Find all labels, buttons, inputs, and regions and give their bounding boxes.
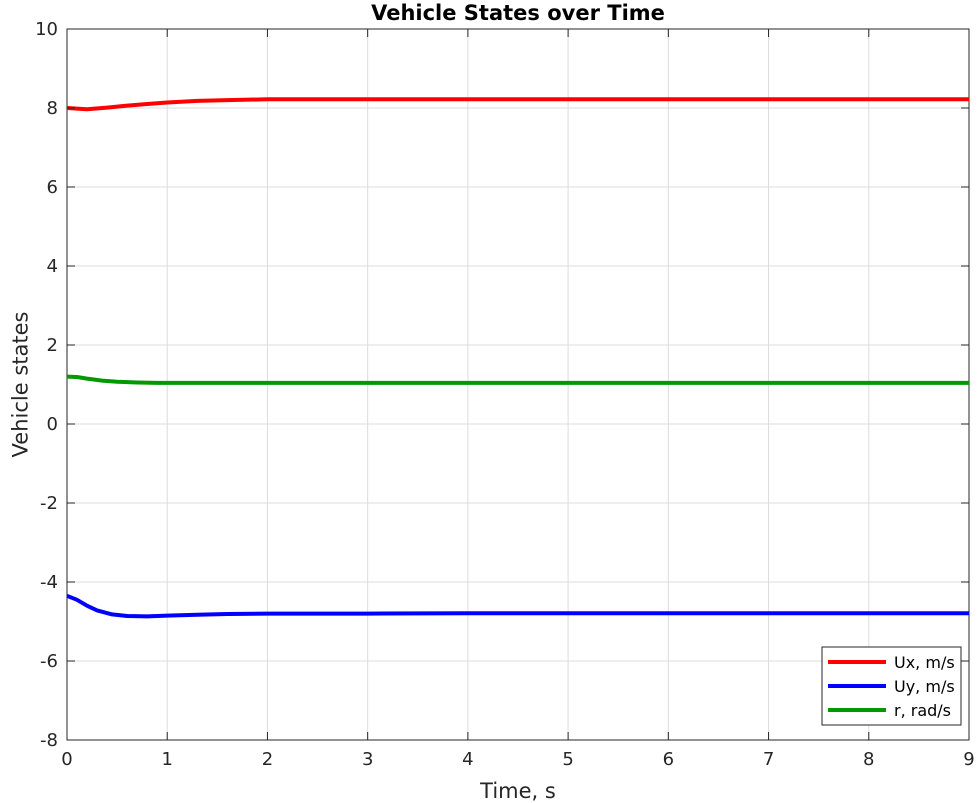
y-tick-label: -4: [40, 572, 58, 593]
x-tick-label: 8: [863, 749, 874, 770]
x-tick-label: 5: [562, 749, 573, 770]
y-tick-label: 0: [47, 414, 58, 435]
legend-label-3: r, rad/s: [894, 701, 951, 720]
x-tick-label: 7: [763, 749, 774, 770]
y-tick-label: 4: [47, 256, 58, 277]
x-tick-label: 6: [663, 749, 674, 770]
x-tick-label: 0: [61, 749, 72, 770]
legend-label-2: Uy, m/s: [894, 677, 955, 696]
x-tick-label: 3: [362, 749, 373, 770]
y-tick-label: 6: [47, 177, 58, 198]
chart-title: Vehicle States over Time: [371, 1, 665, 25]
series-line-3: [66, 374, 969, 385]
x-tick-label: 9: [963, 749, 974, 770]
tick-labels: 0 1 2 3 4 5 6 7 8 9 -8 -6 -4 -2 0 2 4 6 8 10: [35, 19, 975, 770]
y-tick-label: 10: [35, 19, 58, 40]
y-tick-label: 8: [47, 98, 58, 119]
series-line-2: [66, 593, 969, 619]
legend: Ux, m/s Uy, m/s r, rad/s: [821, 646, 962, 726]
y-tick-label: -6: [40, 651, 58, 672]
y-tick-label: -8: [40, 730, 58, 751]
series-line-1: [66, 97, 969, 112]
y-tick-label: 2: [47, 335, 58, 356]
legend-label-1: Ux, m/s: [894, 653, 955, 672]
y-tick-label: -2: [40, 493, 58, 514]
x-axis-label: Time, s: [479, 779, 556, 803]
y-axis-label: Vehicle states: [8, 312, 32, 458]
series-lines: [66, 97, 969, 619]
x-tick-label: 4: [462, 749, 473, 770]
x-tick-label: 2: [262, 749, 273, 770]
x-tick-label: 1: [161, 749, 172, 770]
